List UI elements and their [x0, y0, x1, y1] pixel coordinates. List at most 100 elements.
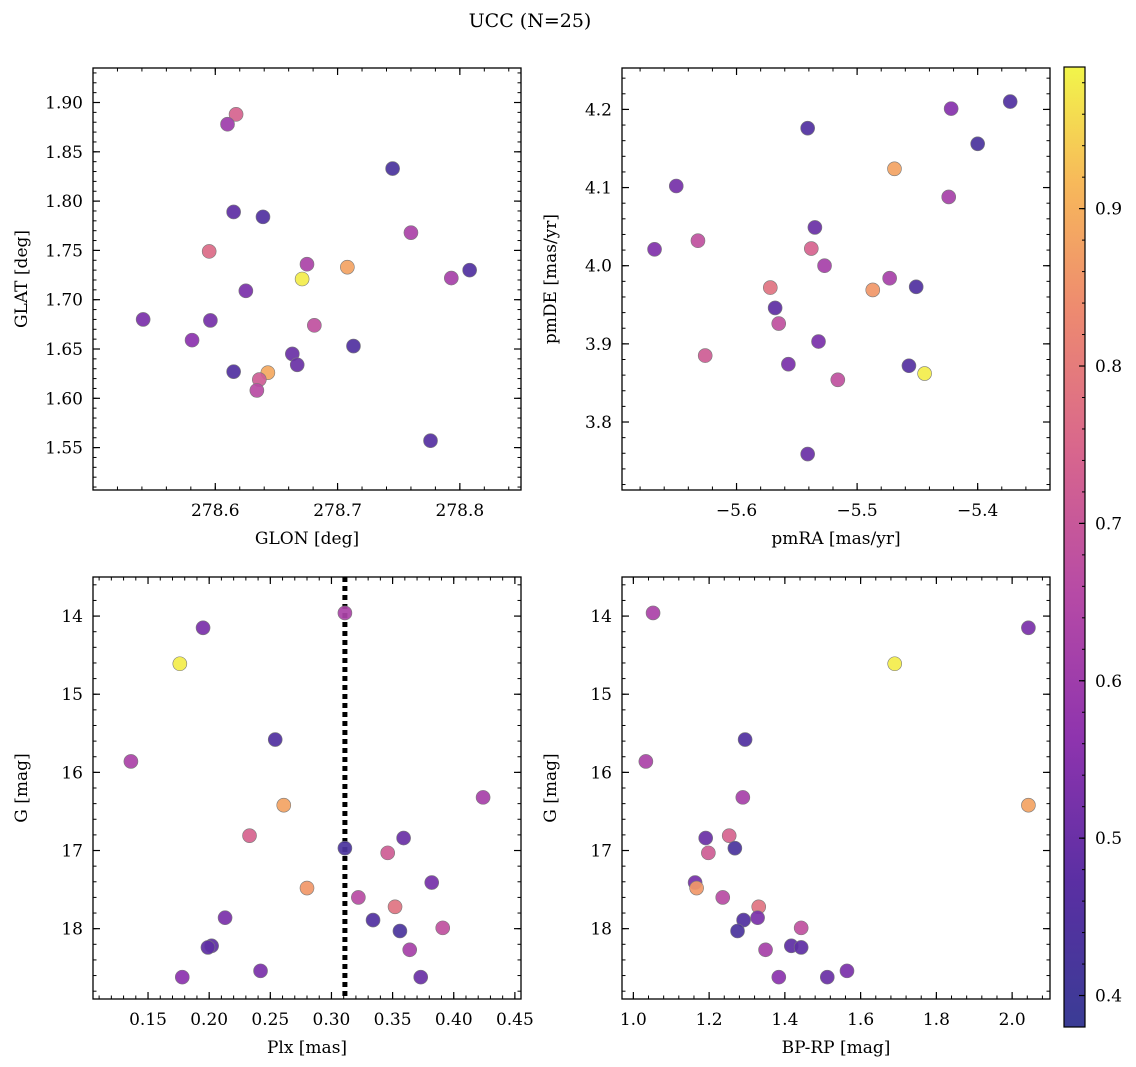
data-point — [385, 161, 400, 176]
data-point — [413, 969, 429, 985]
data-point — [908, 279, 924, 295]
data-point — [462, 262, 477, 278]
scatter-panel-3: 0.15 0.20 0.25 0.30 0.35 0.40 0.45 14 15 16 17 18 Pl… — [12, 576, 534, 1058]
data-point — [698, 830, 714, 846]
data-point — [135, 312, 151, 327]
y-tick-label: 4.1 — [585, 179, 612, 199]
x-tick-label: 0.25 — [251, 1010, 289, 1030]
data-point — [337, 840, 353, 856]
data-point — [721, 828, 737, 843]
data-point — [970, 136, 985, 152]
colorbar-tick-label: 0.6 — [1095, 672, 1122, 692]
data-point — [475, 790, 491, 805]
colorbar-tick-label: 0.8 — [1095, 357, 1122, 377]
data-point — [174, 969, 190, 985]
data-point — [226, 204, 241, 220]
axes-frame — [92, 576, 522, 1000]
data-point — [887, 656, 903, 672]
data-points — [123, 605, 491, 985]
data-point — [276, 797, 292, 813]
x-tick-label: 278.8 — [436, 501, 485, 521]
data-point — [817, 258, 832, 274]
data-point — [839, 963, 855, 979]
x-tick-label: 2.0 — [999, 1010, 1026, 1030]
colorbar: 0.4 0.5 0.6 0.7 0.8 0.9 — [1063, 66, 1122, 1028]
y-tick-label: 14 — [61, 607, 83, 627]
data-point — [403, 225, 419, 240]
data-point — [715, 890, 731, 905]
data-point — [294, 271, 310, 287]
x-tick-label: 0.20 — [190, 1010, 228, 1030]
data-point — [195, 620, 211, 636]
data-point — [800, 120, 815, 136]
data-point — [668, 178, 684, 194]
data-points — [647, 94, 1018, 462]
x-tick-label: 278.7 — [313, 501, 362, 521]
colorbar-gradient — [1063, 66, 1086, 1028]
data-point — [807, 220, 823, 235]
data-point — [793, 920, 809, 936]
scatter-panel-1: 278.6 278.7 278.8 1.55 1.60 1.65 1.70 1.75 1.80 1… — [12, 67, 522, 549]
axes-frame — [621, 67, 1051, 491]
data-point — [793, 940, 809, 955]
data-point — [226, 364, 241, 379]
data-point — [771, 316, 787, 331]
y-axis-label: pmDE [mas/yr] — [541, 214, 561, 344]
colorbar-tick-label: 0.7 — [1095, 514, 1122, 534]
x-tick-label: 0.40 — [435, 1010, 473, 1030]
data-point — [762, 280, 778, 295]
y-tick-label: 3.8 — [585, 413, 612, 433]
data-point — [735, 790, 751, 805]
data-point — [299, 880, 315, 896]
y-tick-label: 1.90 — [45, 94, 83, 114]
data-point — [941, 189, 957, 205]
data-point — [767, 300, 783, 316]
figure-title: UCC (N=25) — [469, 10, 592, 32]
data-point — [172, 656, 188, 672]
x-tick-label: 1.4 — [771, 1010, 798, 1030]
data-point — [123, 754, 139, 769]
data-points — [135, 107, 477, 449]
x-tick-label: −5.6 — [716, 501, 757, 521]
x-tick-label: 0.15 — [129, 1010, 167, 1030]
y-tick-label: 14 — [590, 607, 612, 627]
data-point — [701, 845, 716, 861]
y-tick-label: 1.70 — [45, 291, 83, 311]
data-point — [750, 910, 765, 926]
data-point — [819, 969, 835, 985]
data-point — [380, 845, 396, 861]
data-point — [781, 356, 796, 372]
data-point — [647, 242, 662, 257]
data-point — [289, 357, 305, 373]
data-point — [307, 318, 322, 333]
x-tick-label: 1.2 — [696, 1010, 723, 1030]
data-point — [184, 332, 200, 348]
y-axis-label: G [mag] — [541, 753, 561, 822]
data-point — [771, 969, 787, 985]
data-point — [238, 283, 254, 299]
y-tick-label: 17 — [590, 842, 612, 862]
data-point — [228, 107, 244, 122]
data-point — [346, 338, 361, 354]
data-point — [638, 754, 654, 769]
data-point — [424, 875, 440, 890]
x-tick-label: 1.8 — [923, 1010, 950, 1030]
data-point — [396, 830, 411, 846]
data-point — [299, 256, 315, 272]
data-point — [943, 101, 959, 116]
scatter-panel-4: 1.0 1.2 1.4 1.6 1.8 2.0 14 15 16 17 18 BP-RP [mag] G… — [541, 576, 1051, 1058]
x-tick-label: 278.6 — [191, 501, 240, 521]
data-point — [1021, 620, 1036, 636]
data-point — [365, 912, 381, 928]
y-tick-label: 15 — [590, 685, 612, 705]
x-tick-label: 0.45 — [496, 1010, 534, 1030]
y-tick-label: 1.80 — [45, 192, 83, 212]
data-points — [638, 605, 1036, 985]
data-point — [737, 732, 753, 747]
data-point — [351, 890, 366, 905]
data-point — [220, 116, 235, 132]
data-point — [803, 241, 819, 256]
x-axis-label: pmRA [mas/yr] — [771, 529, 900, 549]
scatter-panel-2: −5.6 −5.5 −5.4 3.8 3.9 4.0 4.1 4.2 pmRA [mas/yr]… — [541, 67, 1051, 549]
x-tick-label: −5.4 — [957, 501, 998, 521]
